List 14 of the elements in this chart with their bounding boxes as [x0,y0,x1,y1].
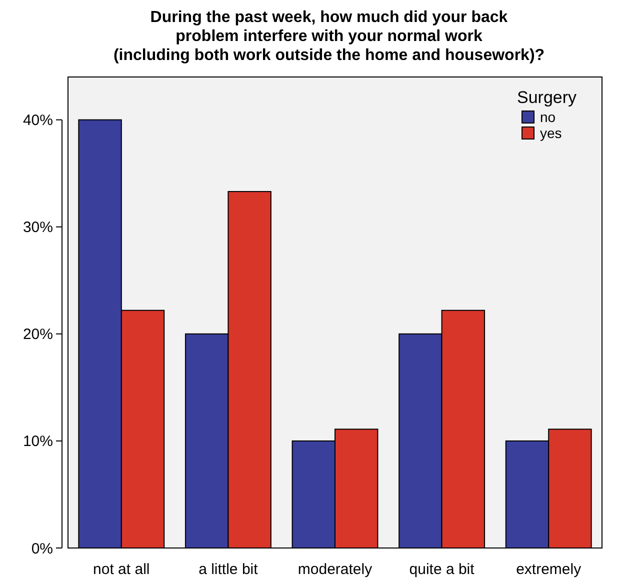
x-tick-label: quite a bit [409,561,476,578]
x-tick-label: extremely [516,561,582,578]
y-tick-label: 40% [22,112,53,130]
y-tick-label: 0% [31,540,53,558]
x-tick-label: a little bit [198,561,259,578]
chart-title: During the past week, how much did your back problem interfere with your normal work (including both work outside the home and housework)? [113,9,545,64]
legend-label: yes [540,125,562,141]
legend-title: Surgery [517,88,578,107]
x-tick-label: moderately [298,561,373,578]
y-tick-label: 10% [22,433,53,450]
y-tick-label: 20% [22,326,53,344]
x-tick-label: not at all [93,561,150,578]
y-tick-label: 30% [22,219,53,236]
legend-label: no [540,109,556,125]
